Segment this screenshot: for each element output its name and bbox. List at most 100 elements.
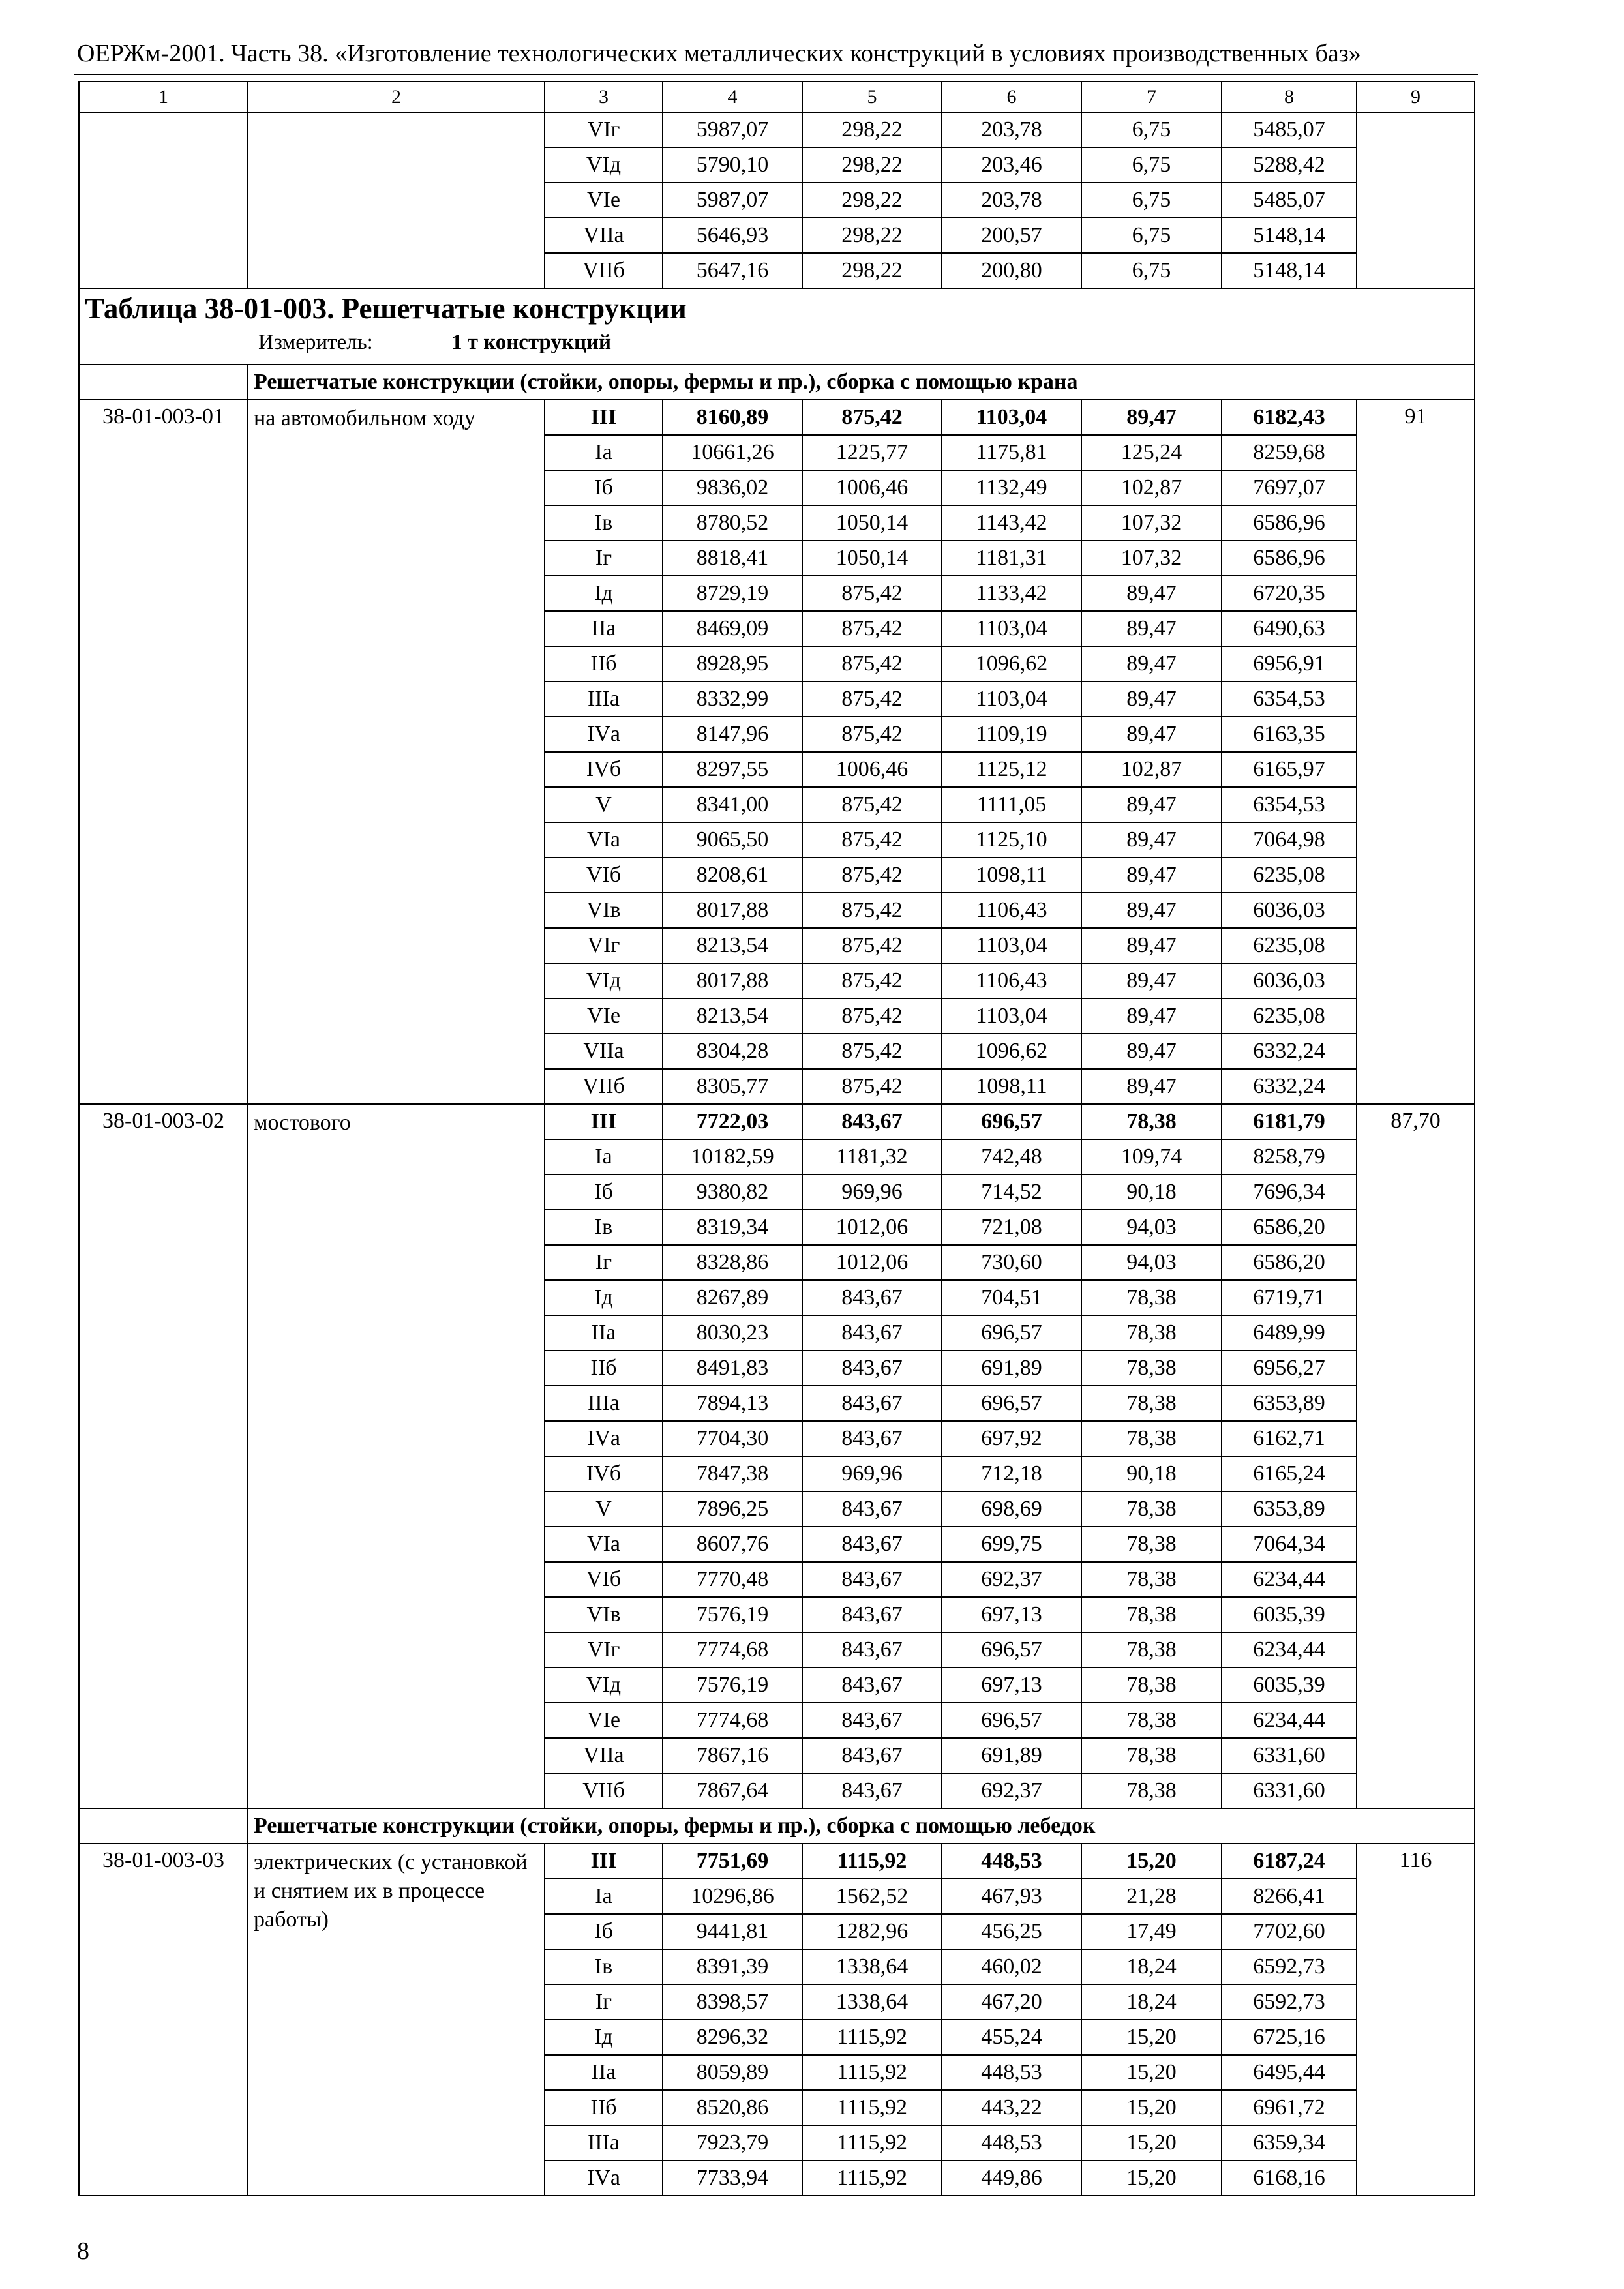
value-cell: 200,57 xyxy=(941,217,1082,254)
table-row: Решетчатые конструкции (стойки, опоры, ф… xyxy=(78,364,1475,400)
value-cell: 8213,54 xyxy=(662,927,803,964)
value-cell: 875,42 xyxy=(802,963,942,999)
group-value: 87,70 xyxy=(1356,1103,1475,1809)
value-cell: 1106,43 xyxy=(941,892,1082,929)
value-cell: 94,03 xyxy=(1081,1244,1222,1281)
value-cell: 1132,49 xyxy=(941,470,1082,506)
value-cell: 78,38 xyxy=(1081,1773,1222,1809)
value-cell: 6182,43 xyxy=(1221,399,1357,436)
running-header: ОЕРЖм-2001. Часть 38. «Изготовление техн… xyxy=(77,40,1361,67)
value-cell: VIа xyxy=(544,822,663,858)
value-cell: 875,42 xyxy=(802,998,942,1034)
table-row: Iд 8296,32 1115,92 455,24 15,20 6725,16 xyxy=(79,2019,1475,2056)
value-cell: 692,37 xyxy=(941,1773,1082,1809)
table-row: VIг 7774,68 843,67 696,57 78,38 6234,44 xyxy=(79,1632,1475,1668)
value-cell: 15,20 xyxy=(1081,1843,1222,1879)
value-cell: 89,47 xyxy=(1081,786,1222,823)
value-cell: 5148,14 xyxy=(1221,217,1357,254)
value-cell: 698,69 xyxy=(941,1491,1082,1527)
value-cell: 443,22 xyxy=(941,2089,1082,2126)
value-cell: 8319,34 xyxy=(662,1209,803,1246)
value-cell: VIе xyxy=(544,182,663,218)
value-cell: Iа xyxy=(544,1878,663,1915)
value-cell: 1115,92 xyxy=(802,2125,942,2161)
value-cell: 1050,14 xyxy=(802,505,942,541)
value-cell: 7751,69 xyxy=(662,1843,803,1879)
value-cell: 843,67 xyxy=(802,1596,942,1633)
value-cell: 1175,81 xyxy=(941,434,1082,471)
table-row: Iв 8319,34 1012,06 721,08 94,03 6586,20 xyxy=(79,1209,1475,1246)
value-cell: 18,24 xyxy=(1081,1949,1222,1985)
value-cell: 78,38 xyxy=(1081,1596,1222,1633)
value-cell: 1103,04 xyxy=(941,927,1082,964)
unit-label: Измеритель: xyxy=(258,330,373,354)
table-row: VIг 5987,07 298,22 203,78 6,75 5485,07 xyxy=(78,112,1475,289)
value-cell: 5646,93 xyxy=(662,217,803,254)
value-cell: 17,49 xyxy=(1081,1913,1222,1950)
column-number: 6 xyxy=(941,81,1082,113)
value-cell: 7894,13 xyxy=(662,1385,803,1422)
value-cell: IIа xyxy=(544,610,663,647)
value-cell: 6168,16 xyxy=(1221,2160,1357,2196)
column-number: 9 xyxy=(1356,81,1475,113)
value-cell: 8267,89 xyxy=(662,1279,803,1316)
value-cell: 5148,14 xyxy=(1221,252,1357,289)
value-cell: IIб xyxy=(544,1350,663,1386)
code: 38-01-003-01 xyxy=(78,399,248,1105)
value-cell: 875,42 xyxy=(802,575,942,612)
column-number: 2 xyxy=(247,81,545,113)
value-cell: 6,75 xyxy=(1081,252,1222,289)
value-cell: 298,22 xyxy=(802,252,942,289)
table-title: Таблица 38-01-003. Решетчатые конструкци… xyxy=(85,292,687,325)
value-cell: 1115,92 xyxy=(802,1843,942,1879)
table-row: Iд 8729,19 875,42 1133,42 89,47 6720,35 xyxy=(79,575,1475,612)
value-cell: 6234,44 xyxy=(1221,1632,1357,1668)
value-cell: 1106,43 xyxy=(941,963,1082,999)
value-cell: 843,67 xyxy=(802,1491,942,1527)
value-cell: 78,38 xyxy=(1081,1279,1222,1316)
value-cell: 8030,23 xyxy=(662,1315,803,1351)
table-row: IVа 7733,94 1115,92 449,86 15,20 6168,16 xyxy=(79,2160,1475,2196)
value-cell: 8398,57 xyxy=(662,1984,803,2020)
value-cell: 467,93 xyxy=(941,1878,1082,1915)
value-cell: 6489,99 xyxy=(1221,1315,1357,1351)
value-cell: 697,92 xyxy=(941,1420,1082,1457)
table-row: Решетчатые конструкции (стойки, опоры, ф… xyxy=(78,1808,1475,1844)
value-cell: 455,24 xyxy=(941,2019,1082,2056)
value-cell: 78,38 xyxy=(1081,1632,1222,1668)
value-cell: 15,20 xyxy=(1081,2089,1222,2126)
value-cell: 456,25 xyxy=(941,1913,1082,1950)
value-cell: 89,47 xyxy=(1081,998,1222,1034)
table-row: 38-01-003-03 электрических (с установкой … xyxy=(78,1843,1475,2196)
value-cell: 9065,50 xyxy=(662,822,803,858)
value-cell: 78,38 xyxy=(1081,1385,1222,1422)
value-cell: 298,22 xyxy=(802,147,942,183)
value-cell: 5647,16 xyxy=(662,252,803,289)
value-cell: 875,42 xyxy=(802,927,942,964)
value-cell: 10296,86 xyxy=(662,1878,803,1915)
value-cell: 8147,96 xyxy=(662,716,803,753)
value-cell: 696,57 xyxy=(941,1103,1082,1140)
value-cell: 6235,08 xyxy=(1221,857,1357,893)
header-rule xyxy=(74,74,1478,75)
value-cell: 843,67 xyxy=(802,1526,942,1563)
table-row: Iа 10661,26 1225,77 1175,81 125,24 8259,68 xyxy=(79,434,1475,471)
unit-line: Измеритель: 1 т конструкций xyxy=(85,330,1473,357)
value-cell: 7847,38 xyxy=(662,1456,803,1492)
value-cell: 89,47 xyxy=(1081,399,1222,436)
value-cell: 6586,96 xyxy=(1221,505,1357,541)
value-cell: IIIа xyxy=(544,2125,663,2161)
column-number: 8 xyxy=(1221,81,1357,113)
value-cell: 8391,39 xyxy=(662,1949,803,1985)
value-cell: 5790,10 xyxy=(662,147,803,183)
value-cell: 89,47 xyxy=(1081,575,1222,612)
table-row: Iб 9380,82 969,96 714,52 90,18 7696,34 xyxy=(79,1174,1475,1210)
value-cell: 89,47 xyxy=(1081,857,1222,893)
value-cell: IIа xyxy=(544,1315,663,1351)
value-cell: 89,47 xyxy=(1081,646,1222,682)
value-cell: 712,18 xyxy=(941,1456,1082,1492)
value-cell: 21,28 xyxy=(1081,1878,1222,1915)
value-cell: 875,42 xyxy=(802,786,942,823)
value-cell: 7867,64 xyxy=(662,1773,803,1809)
value-cell: 8160,89 xyxy=(662,399,803,436)
